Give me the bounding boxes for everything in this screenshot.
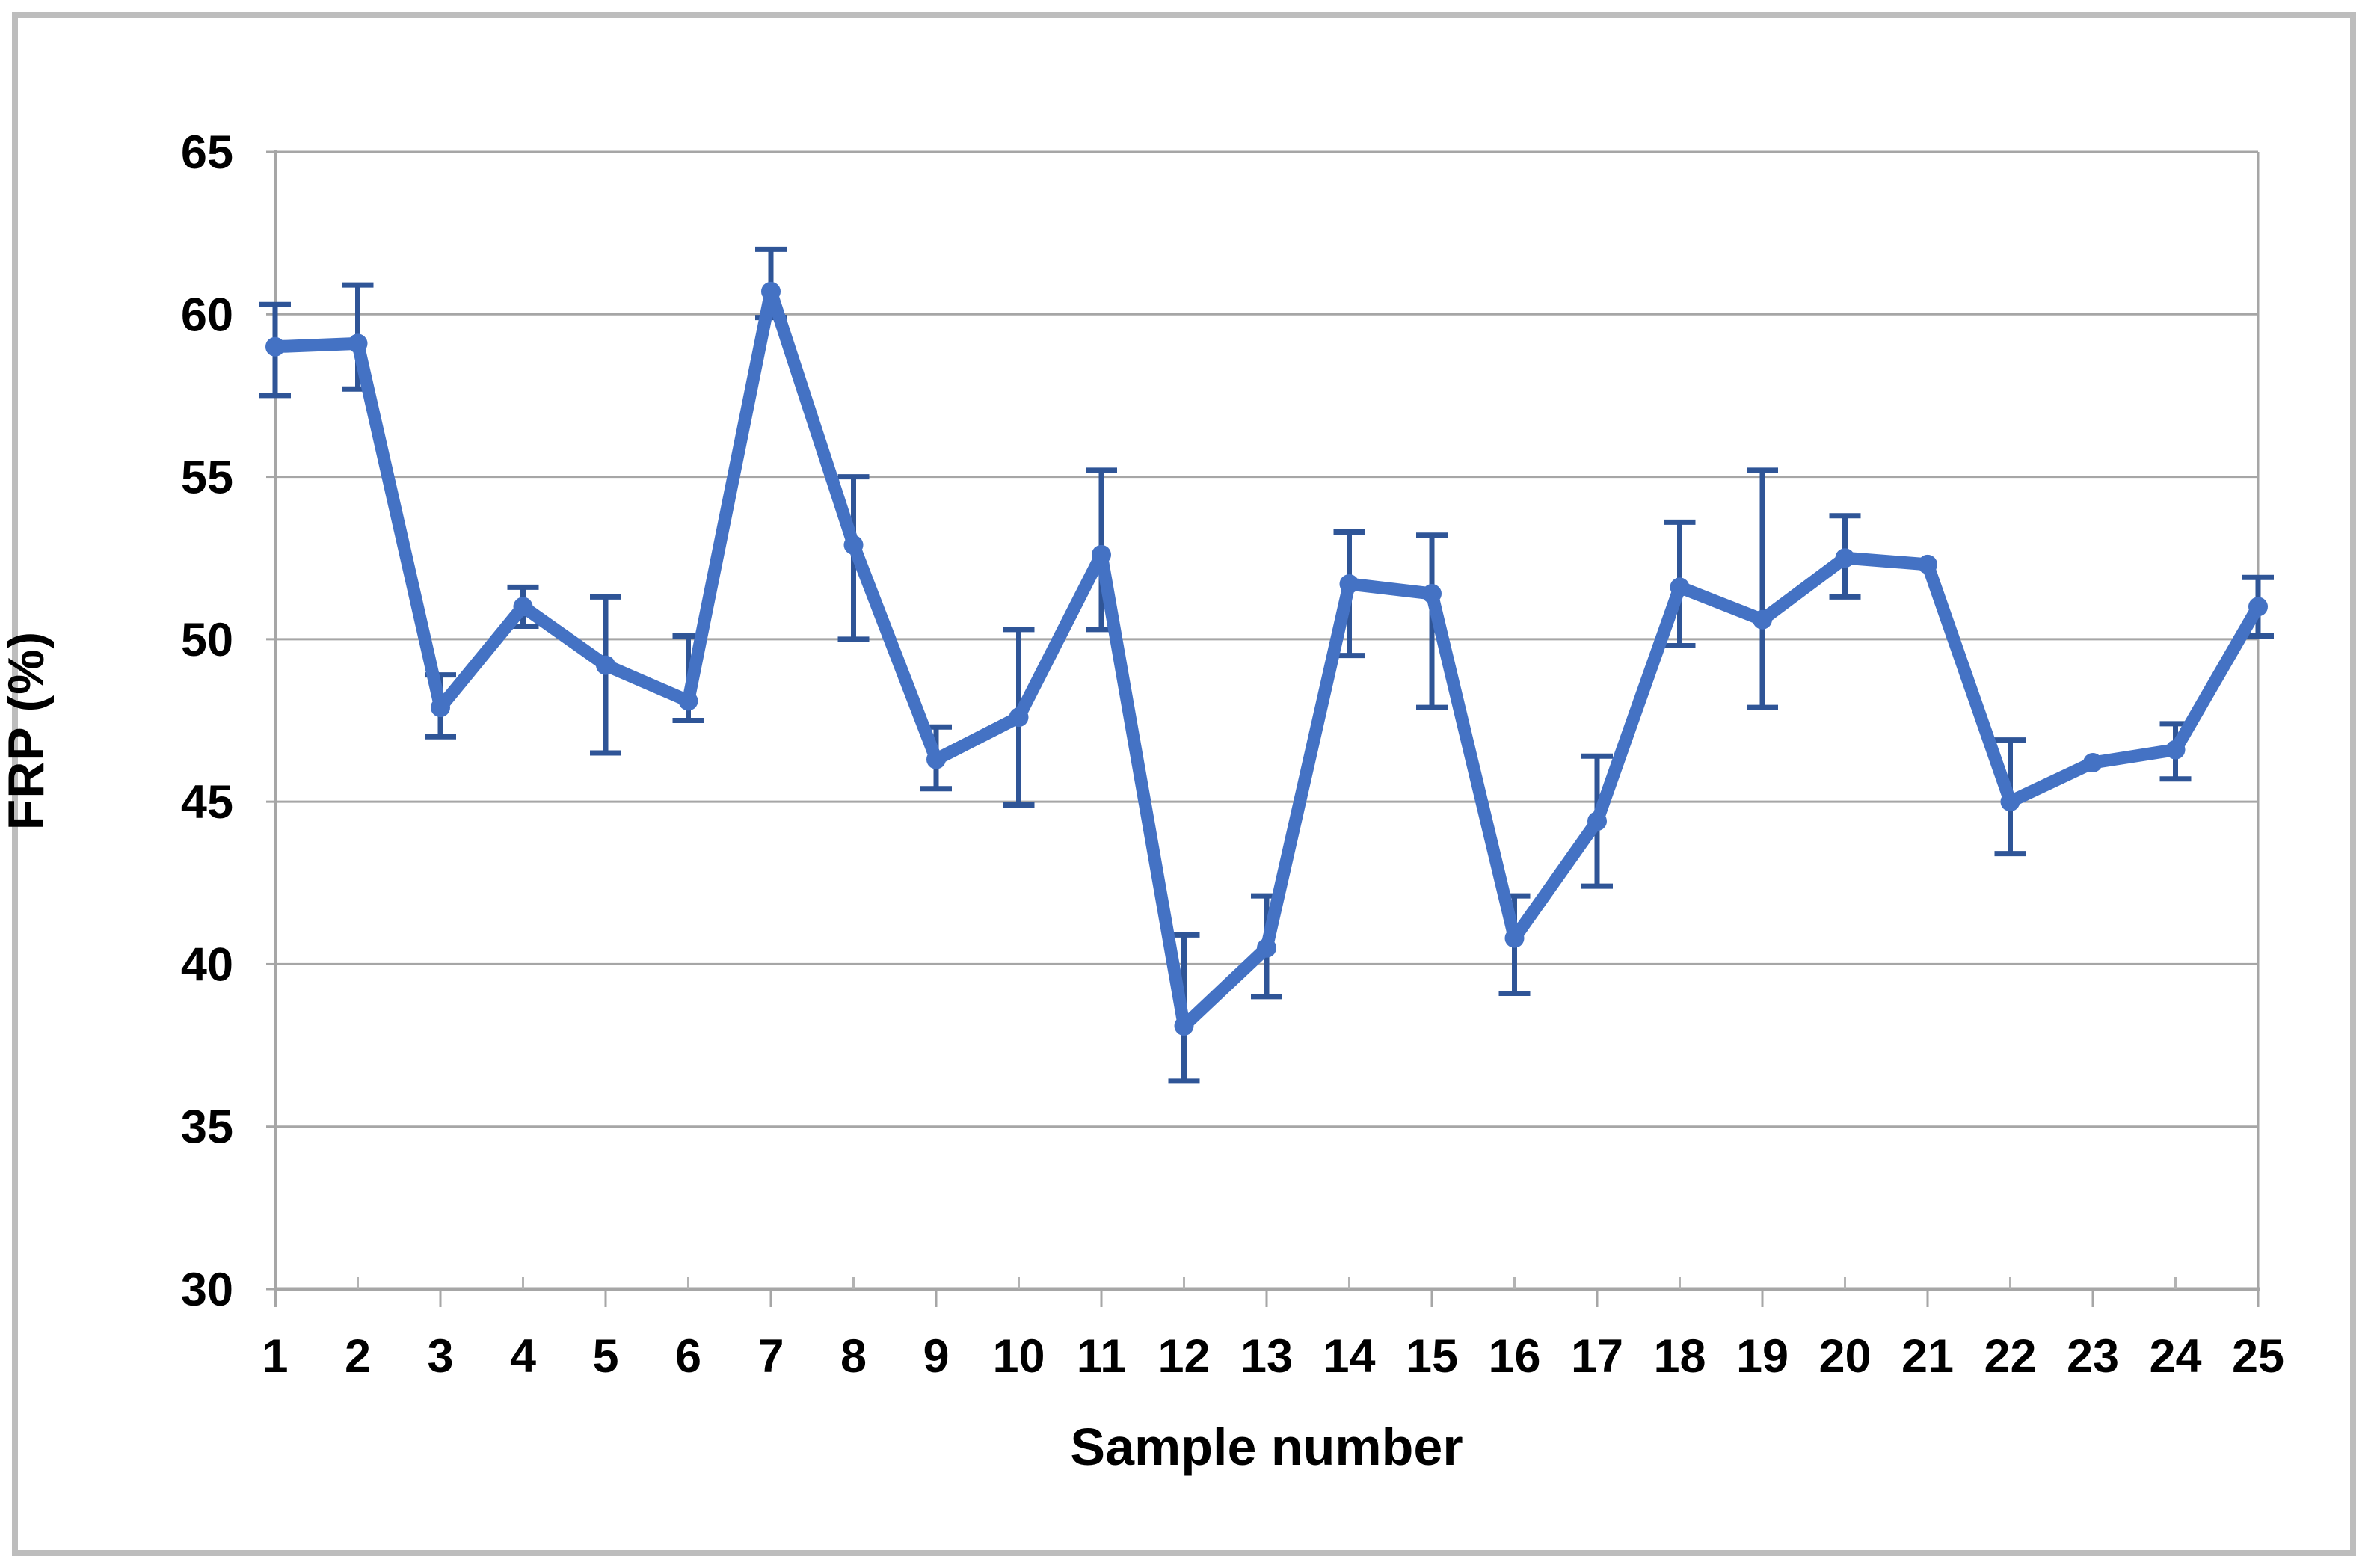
x-tick-label-3: 3: [427, 1330, 453, 1383]
x-tick-label-6: 6: [675, 1330, 701, 1383]
x-tick-label-25: 25: [2232, 1330, 2284, 1383]
data-point-14: [1339, 574, 1359, 594]
y-tick-labels-group: 30 35 40 45 50 55 60 65: [181, 126, 233, 1316]
chart-frame: [12, 12, 2356, 1556]
x-tick-label-24: 24: [2149, 1330, 2201, 1383]
x-tick-labels-group: 1 2 3 4 5 6 7 8 9 10 11 12 13 14 15 16 17 18 19 20 21 22 23 24 2…: [262, 1330, 2284, 1383]
data-point-12: [1174, 1015, 1194, 1036]
data-point-8: [843, 535, 864, 555]
data-point-3: [431, 698, 450, 718]
data-point-15: [1422, 584, 1442, 604]
data-point-6: [678, 691, 698, 711]
data-point-24: [2165, 740, 2186, 760]
y-axis-title: FRP (%): [0, 630, 55, 831]
data-point-1: [265, 336, 285, 357]
x-tick-label-23: 23: [2067, 1330, 2119, 1383]
y-tick-label-60: 60: [181, 289, 233, 341]
data-point-2: [348, 333, 368, 354]
y-tick-label-50: 50: [181, 614, 233, 666]
data-point-25: [2248, 597, 2268, 617]
x-tick-label-15: 15: [1406, 1330, 1458, 1383]
x-tick-label-21: 21: [1901, 1330, 1954, 1383]
data-point-18: [1670, 577, 1690, 597]
y-tick-label-30: 30: [181, 1264, 233, 1316]
x-tick-label-18: 18: [1653, 1330, 1706, 1383]
error-bars-group: [259, 246, 2274, 1084]
data-point-19: [1753, 609, 1772, 630]
x-tick-label-4: 4: [510, 1330, 536, 1383]
data-point-5: [596, 655, 615, 675]
data-point-16: [1504, 928, 1525, 948]
y-tick-label-65: 65: [181, 126, 233, 179]
x-tick-label-17: 17: [1571, 1330, 1623, 1383]
x-tick-label-1: 1: [262, 1330, 288, 1383]
x-tick-label-9: 9: [923, 1330, 949, 1383]
gridlines-group: [275, 150, 2258, 1128]
data-point-7: [761, 281, 781, 301]
x-tick-label-8: 8: [840, 1330, 867, 1383]
x-tick-label-14: 14: [1323, 1330, 1375, 1383]
data-point-22: [2000, 792, 2020, 812]
x-tick-label-5: 5: [592, 1330, 618, 1383]
error-bar-5: [590, 594, 621, 756]
data-point-10: [1009, 707, 1029, 728]
y-tick-label-45: 45: [181, 776, 233, 828]
x-tick-label-2: 2: [345, 1330, 371, 1383]
x-tick-label-11: 11: [1077, 1330, 1127, 1383]
x-tick-label-10: 10: [992, 1330, 1045, 1383]
y-tick-label-55: 55: [181, 452, 233, 504]
data-point-21: [1918, 554, 1937, 574]
axes-group: [274, 150, 2260, 1307]
data-point-13: [1257, 938, 1276, 958]
x-tick-label-19: 19: [1736, 1330, 1789, 1383]
x-axis-title: Sample number: [1070, 1418, 1463, 1476]
data-point-17: [1587, 811, 1607, 831]
data-point-11: [1092, 544, 1111, 565]
error-bar-19: [1747, 467, 1778, 710]
x-tick-label-7: 7: [757, 1330, 784, 1383]
data-point-9: [926, 749, 946, 769]
x-tick-label-16: 16: [1488, 1330, 1540, 1383]
error-bar-15: [1416, 532, 1448, 710]
x-tick-label-22: 22: [1984, 1330, 2036, 1383]
y-tick-label-35: 35: [181, 1101, 233, 1154]
x-tick-label-13: 13: [1240, 1330, 1293, 1383]
axis-ticks-group: [266, 150, 2260, 1307]
data-markers-group: [265, 281, 2268, 1036]
data-point-4: [513, 597, 533, 617]
x-tick-label-12: 12: [1157, 1330, 1210, 1383]
data-point-23: [2083, 752, 2103, 772]
y-tick-label-40: 40: [181, 938, 233, 991]
x-tick-label-20: 20: [1818, 1330, 1871, 1383]
data-point-20: [1835, 548, 1855, 568]
